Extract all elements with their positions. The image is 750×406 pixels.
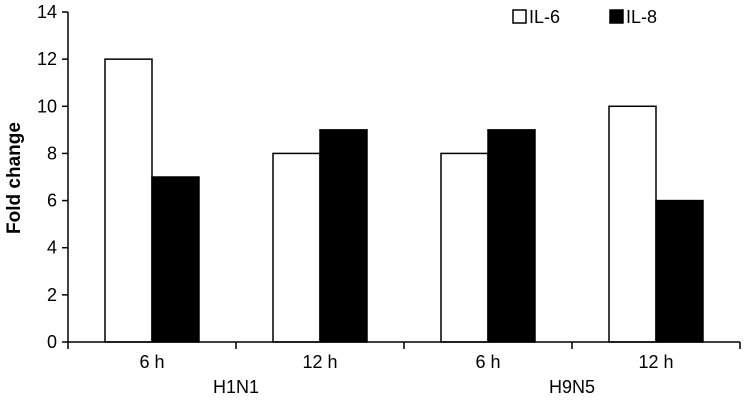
bar-il-8-2	[319, 129, 368, 343]
group-label-h1n1: H1N1	[213, 377, 259, 397]
y-tick-label-4: 4	[47, 238, 57, 258]
legend-label-il-8: IL-8	[626, 7, 657, 27]
legend: IL-6 IL-8	[512, 7, 657, 27]
category-label-4: 12 h	[638, 352, 673, 372]
category-label-1: 6 h	[139, 352, 164, 372]
bar-il-6-4	[608, 105, 657, 343]
bar-il-8-3	[487, 129, 536, 343]
legend-swatch-il-6	[512, 9, 527, 24]
category-label-3: 6 h	[475, 352, 500, 372]
y-axis-label: Fold change	[4, 122, 25, 234]
axes-layer	[62, 11, 741, 349]
legend-label-il-6: IL-6	[529, 7, 560, 27]
bar-il-6-3	[440, 152, 489, 343]
y-tick-label-14: 14	[37, 2, 57, 22]
legend-swatch-il-8	[609, 9, 624, 24]
y-tick-label-10: 10	[37, 96, 57, 116]
bars-layer	[104, 58, 704, 343]
labels-layer: 0 2 4 6 8 10 12 14 6 h 12 h 6 h 12 h H1N1 H9N5	[37, 2, 674, 397]
y-tick-label-12: 12	[37, 49, 57, 69]
y-tick-label-8: 8	[47, 143, 57, 163]
category-label-2: 12 h	[302, 352, 337, 372]
bar-il-6-2	[272, 152, 321, 343]
bar-il-8-4	[655, 199, 704, 343]
group-label-h9n5: H9N5	[549, 377, 595, 397]
y-tick-label-0: 0	[47, 332, 57, 352]
bar-il-6-1	[104, 58, 153, 343]
bar-il-8-1	[151, 176, 200, 343]
y-tick-label-6: 6	[47, 191, 57, 211]
y-tick-label-2: 2	[47, 285, 57, 305]
